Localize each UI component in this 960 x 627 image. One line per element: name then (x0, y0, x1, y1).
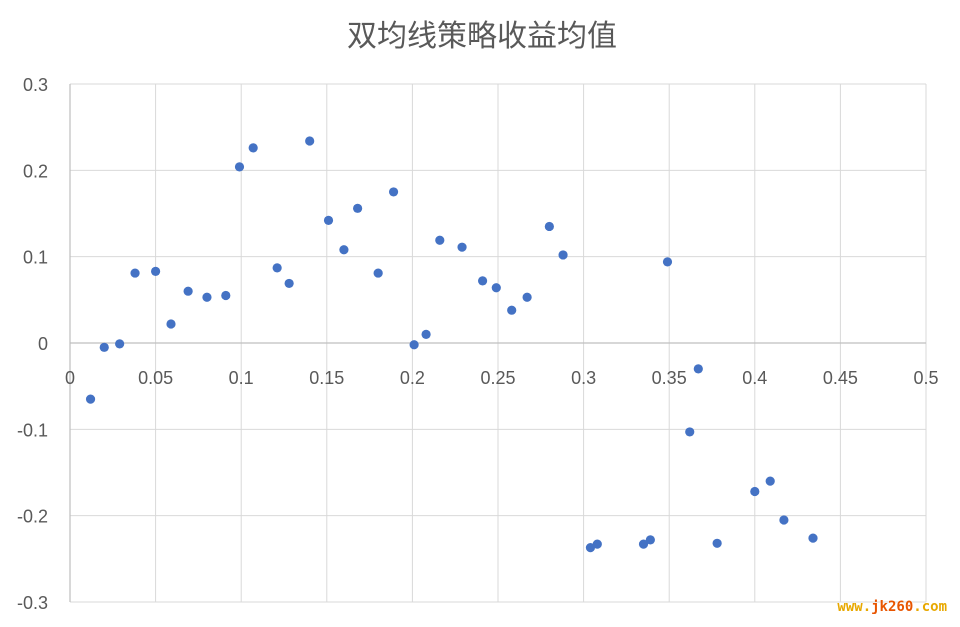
data-point (202, 292, 212, 302)
axes (69, 84, 926, 602)
data-point (585, 543, 596, 553)
x-tick-label: 0.25 (480, 368, 515, 388)
data-point (522, 292, 532, 302)
data-point (272, 263, 282, 273)
data-point (234, 162, 245, 172)
data-point (592, 539, 602, 549)
data-point (130, 268, 140, 278)
data-point (388, 187, 399, 197)
x-tick-label: 0.35 (652, 368, 687, 388)
y-tick-label: 0.1 (23, 248, 48, 268)
data-point (750, 486, 760, 497)
data-point (435, 235, 445, 245)
chart-title: 双均线策略收益均值 (347, 19, 617, 54)
data-point (544, 221, 554, 232)
data-point (115, 339, 125, 349)
x-tick-label: 0 (65, 368, 75, 388)
x-tick-label: 0.3 (571, 368, 596, 388)
y-tick-label: 0 (38, 334, 48, 354)
watermark-text: www.jk260.com (837, 599, 947, 615)
y-tick-label: -0.3 (17, 593, 48, 613)
data-point (409, 340, 419, 350)
x-tick-label: 0.15 (309, 368, 344, 388)
y-axis-tick-labels: 0.3 0.2 0.1 0 -0.1 -0.2 -0.3 (17, 75, 48, 613)
data-point (85, 394, 96, 404)
data-point (638, 539, 649, 549)
x-tick-label: 0.05 (138, 368, 173, 388)
data-point (558, 250, 568, 260)
data-point (151, 266, 161, 276)
data-point (477, 276, 488, 286)
x-tick-label: 0.2 (400, 368, 425, 388)
y-tick-label: 0.3 (23, 75, 48, 95)
data-point (693, 364, 703, 374)
x-axis-tick-labels: 0 0.05 0.1 0.15 0.2 0.25 0.3 0.35 0.4 0.45 0.5 (65, 368, 939, 388)
data-point (99, 342, 109, 352)
data-point (339, 245, 349, 255)
x-tick-label: 0.4 (742, 368, 767, 388)
data-point (323, 215, 334, 226)
data-points (85, 136, 818, 553)
data-point (421, 329, 431, 339)
data-point (353, 203, 363, 213)
data-point (779, 515, 789, 525)
data-point (373, 268, 383, 278)
x-tick-label: 0.45 (823, 368, 858, 388)
data-point (221, 290, 231, 301)
data-point (166, 319, 176, 329)
data-point (491, 283, 501, 293)
data-point (183, 286, 193, 296)
data-point (645, 535, 655, 545)
data-point (765, 476, 775, 486)
data-point (284, 278, 294, 289)
y-tick-label: -0.2 (17, 507, 48, 527)
data-point (507, 305, 517, 315)
data-point (712, 538, 722, 548)
data-point (305, 136, 315, 146)
y-tick-label: -0.1 (17, 420, 48, 440)
data-point (685, 427, 695, 437)
data-point (457, 242, 467, 252)
data-point (248, 143, 258, 153)
x-tick-label: 0.5 (913, 368, 938, 388)
y-tick-label: 0.2 (23, 161, 48, 181)
x-tick-label: 0.1 (229, 368, 254, 388)
data-point (808, 533, 818, 543)
data-point (662, 257, 673, 267)
